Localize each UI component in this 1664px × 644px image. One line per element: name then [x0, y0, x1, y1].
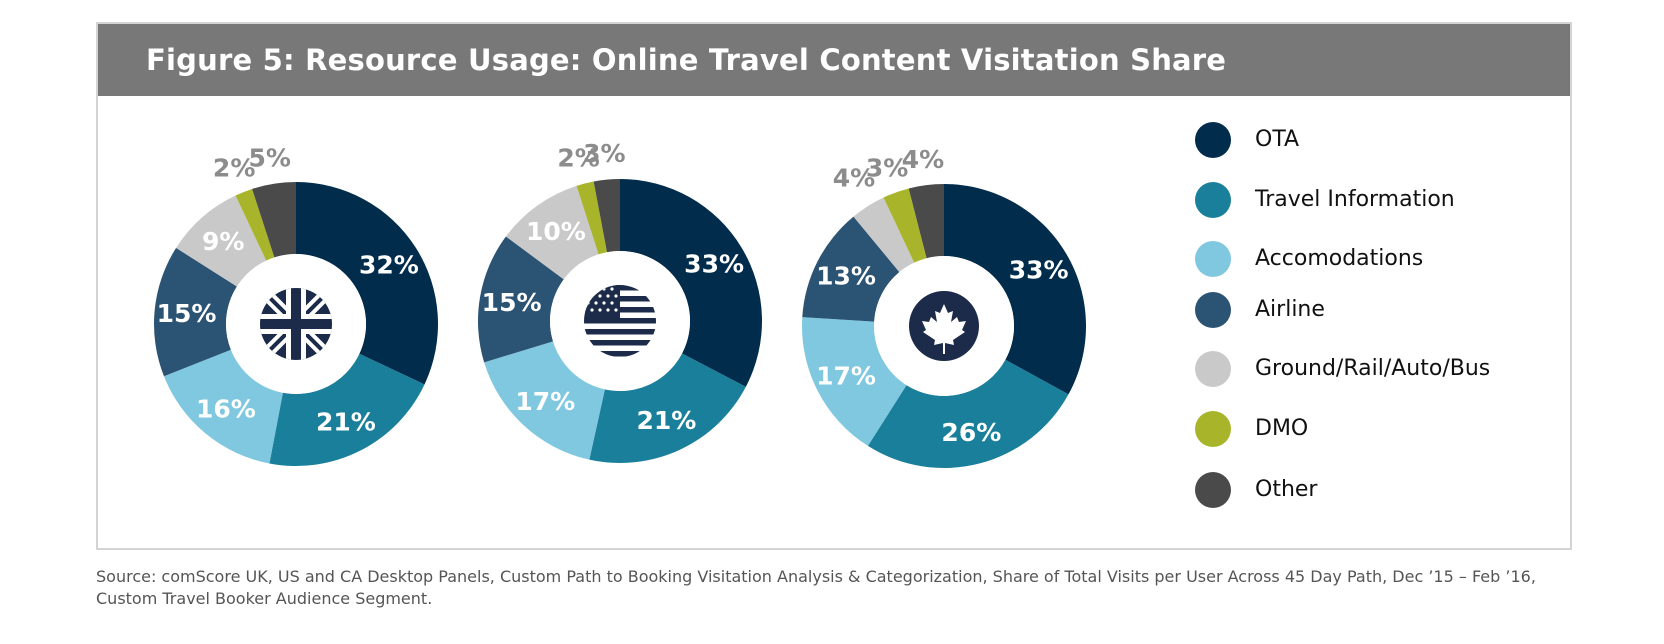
slice-travel-information: [589, 353, 746, 464]
slice-ota: [620, 179, 762, 387]
data-label-other: 5%: [248, 144, 290, 173]
legend-swatch: [1195, 182, 1231, 218]
slice-airline: [802, 216, 900, 322]
slice-travel-information: [867, 359, 1069, 468]
legend-swatch: [1195, 241, 1231, 277]
slice-ota: [944, 184, 1087, 395]
legend-swatch: [1195, 411, 1231, 447]
slice-ground-rail-auto-bus: [505, 185, 599, 280]
source-note: Source: comScore UK, US and CA Desktop P…: [96, 567, 1536, 608]
legend-item-accomodations: Accomodations: [1195, 239, 1555, 279]
data-label-dmo: 3%: [866, 153, 908, 182]
slice-other: [252, 182, 296, 258]
legend-item-travel-information: Travel Information: [1195, 180, 1555, 220]
legend-swatch: [1195, 351, 1231, 387]
data-label-dmo: 2%: [213, 153, 255, 182]
legend-label: Other: [1255, 477, 1318, 502]
data-label-airline: 15%: [482, 288, 542, 317]
canada-flag-icon: [909, 291, 979, 361]
slice-travel-information: [269, 353, 425, 467]
slice-airline: [154, 247, 237, 377]
legend-label: Travel Information: [1255, 187, 1455, 212]
slice-dmo: [576, 181, 608, 255]
slice-accomodations: [802, 317, 907, 446]
us-flag-icon: [584, 285, 656, 357]
data-label-dmo: 2%: [557, 144, 599, 173]
data-label-accomodations: 17%: [816, 361, 876, 390]
legend-label: OTA: [1255, 127, 1300, 152]
data-label-airline: 13%: [816, 262, 876, 291]
donut-chart-ca: 33% 26% 17% 13% 4%3%4%: [802, 145, 1087, 468]
data-label-ground-rail-auto-bus: 10%: [526, 217, 586, 246]
data-label-ota: 32%: [359, 251, 419, 280]
slice-accomodations: [484, 341, 605, 460]
slice-ground-rail-auto-bus: [853, 197, 915, 273]
slice-accomodations: [163, 349, 283, 464]
data-label-other: 3%: [583, 139, 625, 168]
data-label-travel-information: 21%: [636, 406, 696, 435]
donut-chart-us: 33% 21% 17% 15% 10% 2%3%: [478, 139, 762, 464]
data-label-ota: 33%: [684, 250, 744, 279]
legend-swatch: [1195, 122, 1231, 158]
legend-swatch: [1195, 472, 1231, 508]
title-bar: Figure 5: Resource Usage: Online Travel …: [98, 24, 1570, 96]
legend-swatch: [1195, 292, 1231, 328]
legend-item-ota: OTA: [1195, 120, 1555, 160]
legend-item-other: Other: [1195, 470, 1555, 510]
data-label-accomodations: 16%: [196, 394, 256, 423]
legend-item-ground-rail-auto-bus: Ground/Rail/Auto/Bus: [1195, 349, 1555, 389]
figure-title: Figure 5: Resource Usage: Online Travel …: [146, 43, 1227, 77]
slice-airline: [478, 236, 564, 363]
legend-item-airline: Airline: [1195, 290, 1555, 330]
slice-ground-rail-auto-bus: [176, 195, 267, 287]
data-label-other: 4%: [902, 145, 944, 174]
data-label-ground-rail-auto-bus: 9%: [202, 227, 244, 256]
data-label-ground-rail-auto-bus: 4%: [833, 164, 875, 193]
data-label-travel-information: 26%: [941, 418, 1001, 447]
legend-label: Accomodations: [1255, 246, 1424, 271]
donut-chart-uk: 32% 21% 16% 15% 9% 2%5%: [154, 144, 438, 467]
data-label-accomodations: 17%: [515, 387, 575, 416]
legend-label: DMO: [1255, 416, 1309, 441]
slice-other: [593, 179, 620, 253]
legend-label: Ground/Rail/Auto/Bus: [1255, 356, 1491, 381]
data-label-travel-information: 21%: [316, 408, 376, 437]
legend-item-dmo: DMO: [1195, 409, 1555, 449]
data-label-airline: 15%: [157, 299, 217, 328]
legend-label: Airline: [1255, 297, 1325, 322]
slice-ota: [296, 182, 438, 385]
data-label-ota: 33%: [1009, 256, 1069, 285]
slice-other: [908, 184, 944, 259]
slice-dmo: [883, 188, 927, 263]
slice-dmo: [235, 188, 275, 261]
